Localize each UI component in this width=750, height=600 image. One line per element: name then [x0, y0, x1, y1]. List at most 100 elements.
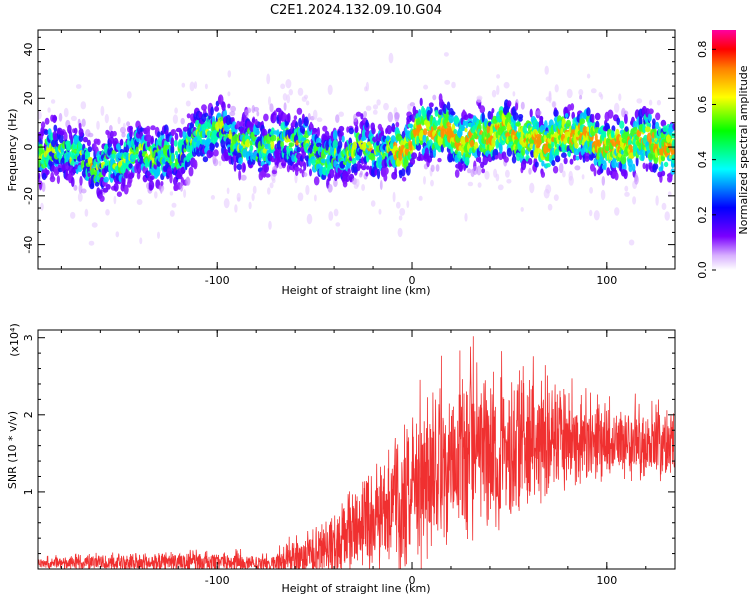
spectrogram-cell — [661, 156, 666, 162]
spectrogram-cell — [78, 134, 84, 142]
spectrogram-cell — [333, 208, 339, 217]
spectrogram-cell — [136, 163, 142, 174]
spectrogram-cell — [570, 103, 575, 111]
spectrogram-cell — [312, 127, 318, 133]
spectrogram-cell — [365, 171, 369, 177]
spectrogram-cell — [600, 93, 604, 100]
spectrogram-cell — [632, 126, 638, 134]
spectrogram-cell — [210, 195, 215, 200]
spectrogram-cell — [45, 169, 50, 175]
spectrogram-cell — [302, 128, 306, 135]
spectrogram-cell — [136, 199, 143, 205]
spectrogram-cell — [119, 149, 124, 154]
spectrogram-cell — [623, 169, 628, 180]
spectrogram-cell — [372, 104, 379, 110]
spectrogram-cell — [481, 112, 485, 123]
spectrogram-cell — [600, 157, 605, 165]
spectrogram-cell — [561, 152, 567, 158]
spectrogram-cell — [254, 129, 260, 136]
spectrogram-cell — [338, 111, 345, 117]
spectrogram-y-tick-label: -40 — [22, 236, 35, 254]
spectrogram-cell — [280, 83, 286, 90]
spectrogram-cell — [63, 107, 69, 118]
spectrogram-cell — [59, 130, 65, 136]
spectrogram-cell — [620, 150, 624, 155]
spectrogram-cell — [270, 139, 275, 151]
spectrogram-cell — [516, 152, 521, 162]
spectrogram-cell — [435, 164, 440, 172]
spectrogram-cell — [528, 157, 533, 166]
spectrogram-cell — [228, 129, 232, 138]
spectrogram-cell — [105, 129, 110, 136]
spectrogram-cell — [160, 181, 164, 186]
spectrogram-cell — [193, 163, 197, 168]
spectrogram-cell — [174, 132, 179, 141]
spectrogram-cell — [647, 113, 652, 122]
spectrogram-cell — [491, 107, 495, 114]
spectrogram-cell — [70, 115, 77, 121]
spectrogram-cell — [641, 153, 645, 162]
spectrogram-cell — [553, 194, 559, 202]
spectrogram-cell — [416, 135, 420, 146]
spectrogram-cell — [515, 122, 521, 127]
spectrogram-cell — [529, 182, 535, 194]
spectrogram-y-tick-label: 0 — [22, 144, 35, 151]
spectrogram-cell — [428, 102, 434, 108]
spectrogram-cell — [481, 168, 486, 174]
spectrogram-cell — [628, 239, 635, 246]
spectrogram-cell — [186, 113, 191, 119]
spectrogram-cell — [105, 184, 111, 190]
spectrogram-cell — [210, 106, 214, 116]
spectrogram-cell — [237, 197, 241, 202]
spectrogram-cell — [309, 168, 312, 177]
spectrogram-cell — [337, 140, 343, 150]
spectrogram-cell — [129, 127, 133, 138]
spectrogram-cell — [213, 149, 219, 157]
spectrogram-cell — [432, 94, 437, 101]
spectrogram-y-tick-label: 40 — [22, 43, 35, 57]
spectrogram-cell — [157, 131, 161, 139]
spectrogram-cell — [38, 159, 41, 168]
spectrogram-cell — [430, 164, 435, 172]
figure-title: C2E1.2024.132.09.10.G04 — [270, 3, 442, 18]
spectrogram-cell — [473, 132, 478, 139]
spectrogram-cell — [80, 101, 87, 110]
spectrogram-cell — [418, 108, 422, 118]
spectrogram-cell — [148, 180, 155, 191]
spectrogram-cell — [271, 178, 276, 184]
spectrogram-cell — [423, 84, 429, 90]
spectrogram-cell — [251, 193, 255, 202]
spectrogram-cell — [624, 113, 628, 125]
spectrogram-cell — [553, 109, 559, 118]
spectrogram-cell — [246, 152, 250, 162]
spectrogram-cell — [246, 107, 252, 114]
spectrogram-cell — [122, 122, 126, 129]
spectrogram-cell — [170, 137, 175, 148]
spectrogram-cell — [286, 94, 291, 104]
spectrogram-cell — [363, 111, 367, 118]
spectrogram-cell — [316, 117, 323, 122]
snr-y-multiplier: (x10⁴) — [8, 323, 21, 357]
spectrogram-cell — [359, 170, 363, 176]
spectrogram-cell — [507, 100, 512, 107]
spectrogram-cell — [586, 107, 591, 117]
spectrogram-panel: -100 0 100 -40 -20 0 20 40 Height of straight l… — [6, 29, 676, 297]
spectrogram-cell — [293, 115, 298, 121]
spectrogram-cell — [169, 173, 173, 184]
spectrogram-cell — [201, 104, 207, 111]
spectrogram-cell — [303, 116, 309, 127]
spectrogram-cell — [552, 165, 559, 174]
spectrogram-cell — [99, 189, 103, 195]
spectrogram-cell — [78, 122, 82, 130]
spectrogram-cell — [392, 191, 396, 203]
spectrogram-cell — [157, 231, 160, 239]
spectrogram-cell — [202, 130, 206, 139]
spectrogram-cell — [494, 155, 499, 160]
spectrogram-cell — [451, 81, 456, 89]
spectrogram-cell — [614, 102, 620, 113]
spectrogram-cell — [128, 163, 133, 169]
spectrogram-cell — [40, 121, 46, 129]
spectrogram-cell — [243, 163, 246, 172]
spectrogram-cell — [453, 128, 458, 135]
spectrogram-cell — [171, 202, 177, 208]
